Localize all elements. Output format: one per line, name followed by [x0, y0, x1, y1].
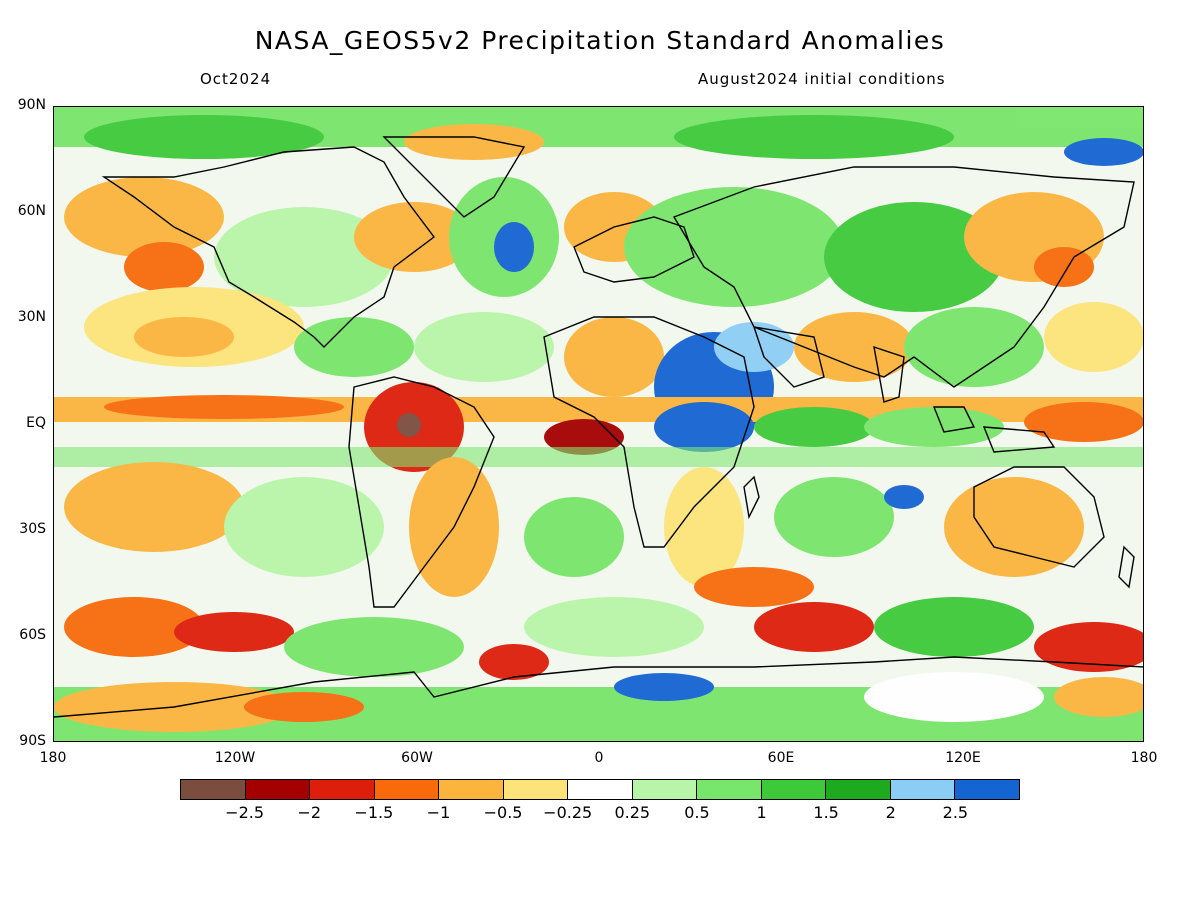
map-canvas [54, 107, 1143, 741]
legend-label: 0.5 [684, 803, 710, 822]
color-legend [180, 779, 1020, 800]
legend-label: 0.25 [614, 803, 651, 822]
lon-label-180e: 180 [1130, 750, 1158, 766]
lat-label-90n: 90N [17, 97, 46, 113]
lon-label-180w: 180 [39, 750, 67, 766]
lon-label-60w: 60W [401, 750, 433, 766]
anomaly-map [53, 106, 1144, 742]
lat-label-eq: EQ [26, 415, 46, 431]
legend-label: −1 [426, 803, 451, 822]
lat-label-60s: 60S [19, 627, 46, 643]
legend-swatch [374, 780, 440, 799]
lat-label-90s: 90S [19, 733, 46, 749]
legend-swatch [310, 780, 375, 799]
legend-label: 2 [885, 803, 896, 822]
legend-swatch [245, 780, 311, 799]
map-title: NASA_GEOS5v2 Precipitation Standard Anom… [254, 26, 946, 55]
legend-label: −0.5 [483, 803, 523, 822]
legend-label: −2.5 [225, 803, 265, 822]
lon-label-120w: 120W [214, 750, 256, 766]
lat-label-30n: 30N [17, 309, 46, 325]
legend-label: 1.5 [813, 803, 839, 822]
legend-swatch [955, 780, 1019, 799]
legend-swatch [632, 780, 698, 799]
legend-swatch [439, 780, 504, 799]
lon-label-0: 0 [594, 750, 604, 766]
legend-swatch [697, 780, 762, 799]
lat-label-60n: 60N [17, 203, 46, 219]
legend-label: 2.5 [942, 803, 969, 822]
legend-swatch [890, 780, 956, 799]
legend-label: 1 [756, 803, 767, 822]
forecast-month: Oct2024 [200, 70, 272, 88]
legend-swatch [503, 780, 569, 799]
lon-label-120e: 120E [945, 750, 981, 766]
lat-label-30s: 30S [19, 521, 46, 537]
legend-label: −0.25 [543, 803, 593, 822]
initial-conditions: August2024 initial conditions [698, 70, 946, 88]
legend-label: −2 [297, 803, 322, 822]
legend-label: −1.5 [354, 803, 394, 822]
legend-swatch [568, 780, 633, 799]
legend-swatch [826, 780, 891, 799]
legend-swatch [761, 780, 827, 799]
lon-label-60e: 60E [767, 750, 795, 766]
coastlines [54, 136, 1143, 718]
legend-swatch [181, 780, 246, 799]
